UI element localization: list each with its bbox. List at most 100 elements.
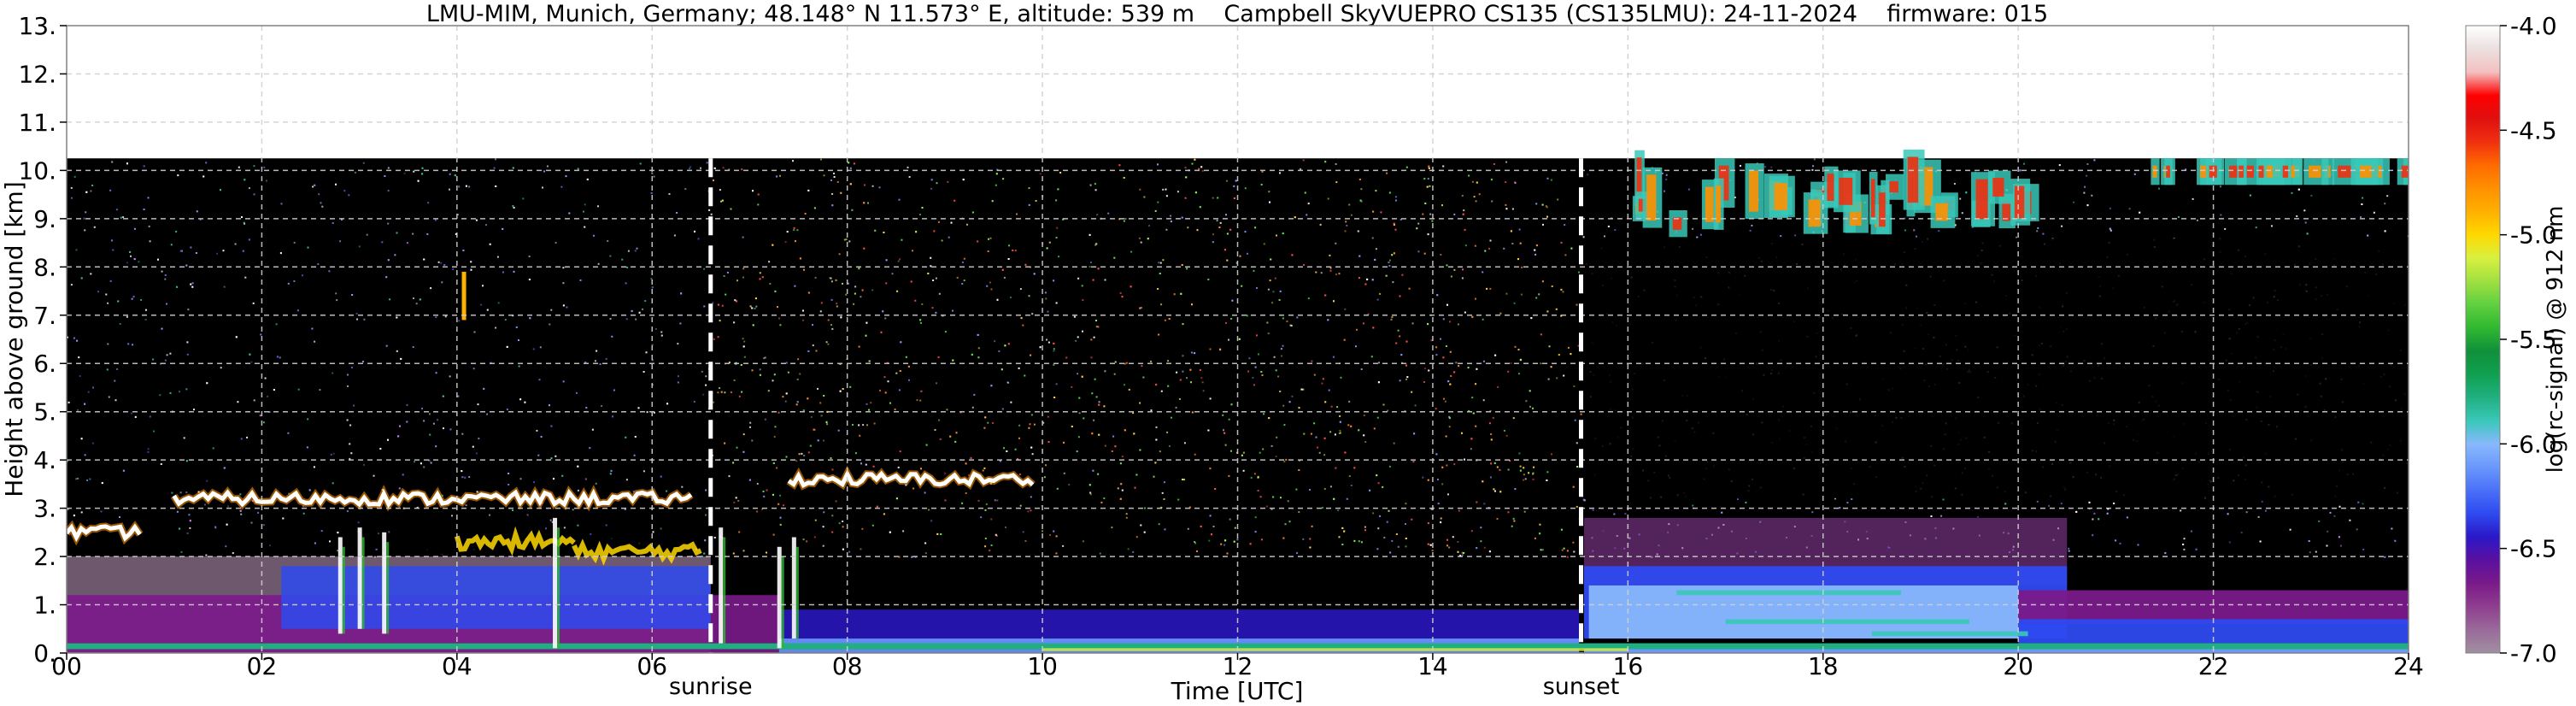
noise-dot: [240, 513, 243, 515]
noise-dot: [1482, 480, 1484, 483]
noise-dot: [148, 225, 150, 227]
noise-dot: [919, 319, 922, 321]
noise-dot: [867, 202, 869, 204]
noise-dot: [1306, 214, 1308, 216]
noise-dot: [1022, 531, 1024, 533]
noise-dot: [971, 406, 974, 409]
noise-dot: [332, 482, 334, 485]
noise-dot: [528, 279, 531, 280]
noise-dot: [2126, 516, 2128, 519]
noise-dot: [782, 396, 784, 398]
noise-dot: [1218, 227, 1221, 228]
noise-dot: [343, 190, 346, 192]
noise-dot: [1562, 291, 1564, 293]
noise-dot: [476, 491, 478, 493]
noise-dot: [191, 282, 194, 285]
noise-dot: [109, 279, 112, 282]
noise-dot: [849, 385, 852, 388]
noise-dot: [435, 372, 437, 374]
noise-dot: [543, 170, 545, 173]
noise-dot: [234, 243, 237, 245]
noise-dot: [1938, 230, 1940, 232]
noise-dot: [761, 508, 764, 510]
noise-dot: [1467, 367, 1470, 369]
noise-dot: [1119, 462, 1122, 465]
noise-dot: [1441, 466, 1444, 468]
noise-dot: [1576, 505, 1578, 508]
noise-dot: [840, 191, 842, 194]
noise-dot: [1472, 412, 1475, 415]
noise-dot: [1200, 377, 1203, 379]
noise-dot: [1542, 223, 1544, 226]
noise-dot: [1556, 377, 1558, 379]
noise-dot: [1322, 507, 1323, 509]
noise-dot: [730, 208, 732, 210]
noise-dot: [190, 246, 192, 249]
noise-dot: [1076, 450, 1078, 453]
noise-dot: [122, 216, 125, 218]
noise-dot: [1253, 384, 1255, 386]
noise-dot: [633, 454, 636, 456]
noise-dot: [1385, 274, 1388, 277]
noise-dot: [1380, 211, 1382, 214]
noise-dot: [1091, 392, 1094, 395]
noise-dot: [244, 276, 247, 279]
noise-dot: [1360, 188, 1363, 191]
noise-dot: [831, 531, 834, 533]
precip-streak: [361, 537, 365, 629]
noise-dot: [677, 375, 679, 378]
noise-dot: [1464, 228, 1466, 231]
noise-dot: [1514, 182, 1517, 184]
noise-dot: [1182, 479, 1183, 480]
noise-dot: [461, 432, 464, 435]
noise-dot: [719, 189, 721, 191]
y-tick-label: 4.: [33, 446, 56, 474]
noise-dot: [495, 327, 497, 329]
noise-dot: [1442, 165, 1445, 168]
noise-dot: [652, 531, 654, 533]
noise-dot: [1592, 509, 1594, 511]
noise-dot: [1510, 230, 1512, 232]
noise-dot: [706, 162, 708, 164]
noise-dot: [591, 428, 594, 431]
noise-dot: [1471, 397, 1474, 399]
noise-dot: [2092, 518, 2094, 521]
noise-dot: [2384, 230, 2386, 232]
noise-dot: [2185, 168, 2187, 171]
noise-dot: [248, 238, 250, 241]
noise-dot: [774, 290, 777, 292]
noise-dot: [820, 302, 823, 304]
noise-dot: [822, 544, 824, 547]
noise-dot: [1111, 450, 1113, 452]
noise-dot: [749, 305, 752, 308]
noise-dot: [508, 484, 510, 485]
noise-dot: [1127, 548, 1130, 550]
noise-dot: [785, 362, 788, 364]
noise-dot: [1573, 385, 1576, 387]
noise-dot: [1570, 247, 1573, 250]
noise-dot: [1078, 397, 1081, 399]
noise-dot: [1348, 475, 1351, 478]
noise-dot: [473, 331, 476, 333]
noise-dot: [830, 457, 832, 459]
noise-dot: [1320, 272, 1323, 274]
noise-dot: [551, 521, 554, 523]
noise-dot: [1068, 484, 1071, 486]
noise-dot: [831, 327, 834, 330]
noise-dot: [287, 432, 290, 434]
noise-dot: [1121, 489, 1124, 491]
noise-dot: [693, 400, 695, 403]
noise-dot: [1303, 432, 1306, 435]
noise-dot: [935, 311, 937, 314]
noise-dot: [899, 258, 901, 261]
noise-dot: [109, 189, 112, 191]
noise-dot: [1220, 543, 1223, 545]
noise-dot: [149, 415, 151, 418]
noise-dot: [1176, 371, 1178, 374]
noise-dot: [642, 308, 643, 310]
noise-dot: [1541, 203, 1544, 206]
noise-dot: [1165, 188, 1167, 191]
noise-dot: [660, 331, 663, 333]
noise-dot: [1296, 552, 1298, 555]
noise-dot: [1344, 451, 1347, 454]
